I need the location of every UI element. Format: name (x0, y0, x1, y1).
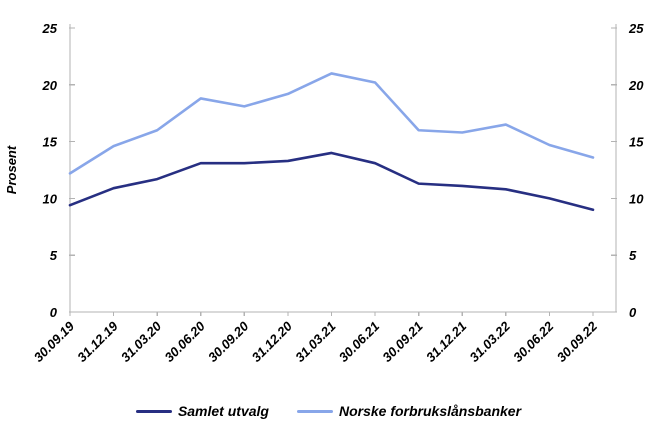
x-tick-label: 30.06.20 (161, 318, 208, 365)
x-tick-label: 30.09.22 (554, 318, 601, 365)
y-tick-label-left: 15 (43, 135, 58, 150)
legend-label-samlet-utvalg: Samlet utvalg (177, 403, 269, 419)
y-tick-label-right: 25 (628, 21, 644, 36)
x-tick-label: 30.06.22 (510, 318, 557, 365)
x-tick-label: 31.12.19 (74, 318, 121, 365)
y-tick-label-left: 0 (50, 305, 58, 320)
y-tick-label-right: 15 (629, 135, 644, 150)
legend-label-norske-forbrukslansbanker: Norske forbrukslånsbanker (338, 403, 522, 419)
chart-legend: Samlet utvalg Norske forbrukslånsbanker (0, 403, 657, 419)
series-line-samlet-utvalg (68, 151, 595, 212)
y-tick-label-right: 0 (629, 305, 637, 320)
y-tick-label-left: 20 (42, 78, 58, 93)
legend-item-norske-forbrukslansbanker: Norske forbrukslånsbanker (296, 403, 522, 419)
x-tick-label: 31.12.20 (249, 318, 296, 365)
x-tick-label: 31.03.20 (118, 318, 165, 365)
legend-item-samlet-utvalg: Samlet utvalg (135, 403, 269, 419)
y-tick-label-left: 25 (42, 21, 58, 36)
legend-line-swatch-norske-forbrukslansbanker (296, 409, 333, 413)
x-tick-label: 31.12.21 (423, 319, 469, 365)
series-line-norske-forbrukslansbanker (68, 72, 595, 175)
x-tick-label: 30.06.21 (336, 319, 382, 365)
x-tick-label: 30.09.21 (379, 319, 425, 365)
y-tick-label-right: 10 (629, 191, 644, 206)
x-tick-label: 31.03.22 (467, 318, 514, 365)
y-axis-title: Prosent (4, 145, 19, 194)
y-tick-label-right: 20 (628, 78, 644, 93)
x-tick-label: 31.03.21 (292, 319, 338, 365)
y-tick-label-left: 10 (43, 191, 58, 206)
y-tick-label-left: 5 (50, 248, 58, 263)
legend-line-swatch-samlet-utvalg (135, 409, 172, 413)
y-tick-label-right: 5 (629, 248, 637, 263)
x-tick-label: 30.09.20 (205, 318, 252, 365)
x-tick-label: 30.09.19 (31, 318, 78, 365)
